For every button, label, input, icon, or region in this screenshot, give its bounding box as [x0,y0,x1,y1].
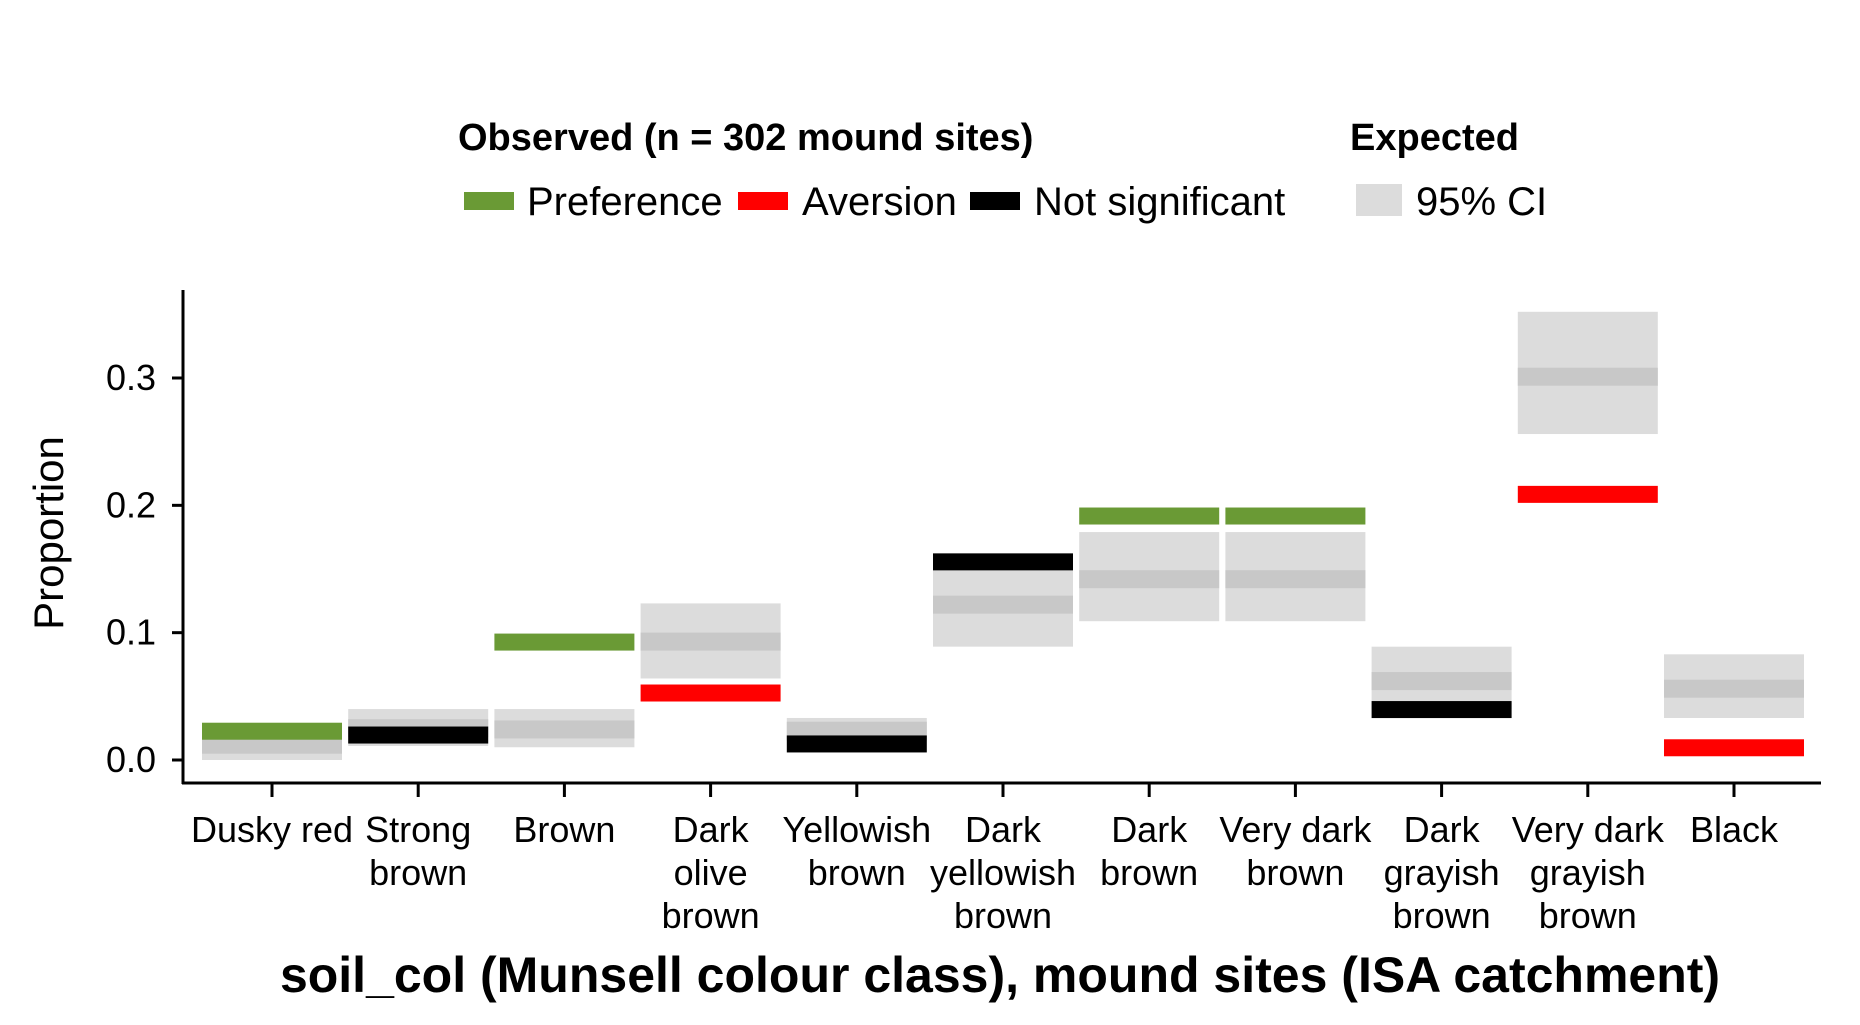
x-tick-label-line: brown [369,852,467,893]
x-tick-label-yellowish-brown: Yellowish brown [782,809,931,893]
x-tick-label-line: brown [662,895,760,936]
expected-very-dark-grayish-brown [1517,367,1658,386]
x-tick-label-line: Yellowish [782,809,931,850]
legend-swatch-preference [464,192,514,210]
x-tick-label-line: Dark [1404,809,1481,850]
expected-dark-olive-brown [640,632,781,651]
x-tick-label-line: Very dark [1512,809,1665,850]
y-tick-label-0: 0.0 [106,739,156,780]
legend-swatch-ci [1356,184,1402,216]
x-axis-title: soil_col (Munsell colour class), mound s… [280,947,1720,1003]
legend-label-aversion: Aversion [802,180,957,224]
expected-dark-yellowish-brown [933,595,1073,614]
expected-brown [494,720,635,739]
x-tick-label-dark-olive-brown: Dark olive brown [662,809,760,936]
x-tick-label-dark-yellowish-brown: Dark yellowish brown [930,809,1076,936]
expected-dusky-red [202,735,342,754]
x-tick-label-line: Dark [673,809,750,850]
y-axis-title: Proportion [25,436,72,630]
x-tick-label-black: Black [1690,809,1779,850]
observed-dark-grayish-brown [1371,701,1512,719]
observed-strong-brown [348,726,489,744]
observed-brown [494,633,635,651]
x-tick-label-dark-grayish-brown: Dark grayish brown [1384,809,1500,936]
x-tick-label-line: Dark [965,809,1042,850]
x-tick-label-line: Brown [513,809,615,850]
legend-label-not-significant: Not significant [1034,180,1285,224]
observed-dark-brown [1079,507,1220,525]
x-tick-label-strong-brown: Strong brown [365,809,471,893]
expected-black [1664,679,1804,698]
x-tick-label-line: brown [1100,852,1198,893]
observed-very-dark-grayish-brown [1517,485,1658,503]
expected-dark-grayish-brown [1371,672,1512,691]
x-tick-label-very-dark-brown: Very dark brown [1219,809,1372,893]
observed-dark-yellowish-brown [933,553,1073,571]
legend-observed-title: Observed (n = 302 mound sites) [458,117,1033,159]
legend-label-ci: 95% CI [1416,180,1547,224]
expected-yellowish-brown [786,721,927,740]
legend-expected-title: Expected [1350,117,1519,159]
y-ticks: 0.0 0.1 0.2 0.3 [106,357,183,780]
x-tick-label-line: brown [1393,895,1491,936]
legend-swatch-aversion [738,192,788,210]
y-tick-label-3: 0.3 [106,357,156,398]
observed-dusky-red [202,722,342,740]
x-tick-label-line: brown [1246,852,1344,893]
x-tick-label-very-dark-grayish-brown: Very dark grayish brown [1512,809,1665,936]
x-tick-label-line: Dark [1111,809,1188,850]
x-tick-label-line: yellowish [930,852,1076,893]
x-tick-label-line: brown [1539,895,1637,936]
observed-dark-olive-brown [640,684,781,702]
expected-very-dark-brown [1225,570,1366,589]
x-tick-label-line: grayish [1530,852,1646,893]
legend-label-preference: Preference [527,180,723,224]
x-tick-label-line: Black [1690,809,1779,850]
observed-very-dark-brown [1225,507,1366,525]
x-tick-label-line: brown [954,895,1052,936]
x-tick-label-line: grayish [1384,852,1500,893]
observed-yellowish-brown [786,735,927,753]
y-tick-label-2: 0.2 [106,484,156,525]
x-tick-label-brown: Brown [513,809,615,850]
x-tick-label-dark-brown: Dark brown [1100,809,1198,893]
expected-dark-brown [1079,570,1220,589]
x-tick-label-line: brown [808,852,906,893]
y-tick-label-1: 0.1 [106,612,156,653]
x-tick-label-line: olive [674,852,748,893]
x-tick-label-dusky-red: Dusky red [191,809,353,850]
x-tick-label-line: Strong [365,809,471,850]
observed-bars [202,485,1804,757]
x-tick-label-line: Very dark [1219,809,1372,850]
legend: Observed (n = 302 mound sites) Expected … [458,117,1547,224]
observed-black [1664,739,1804,757]
legend-swatch-not-significant [970,192,1020,210]
x-tick-label-line: Dusky red [191,809,353,850]
